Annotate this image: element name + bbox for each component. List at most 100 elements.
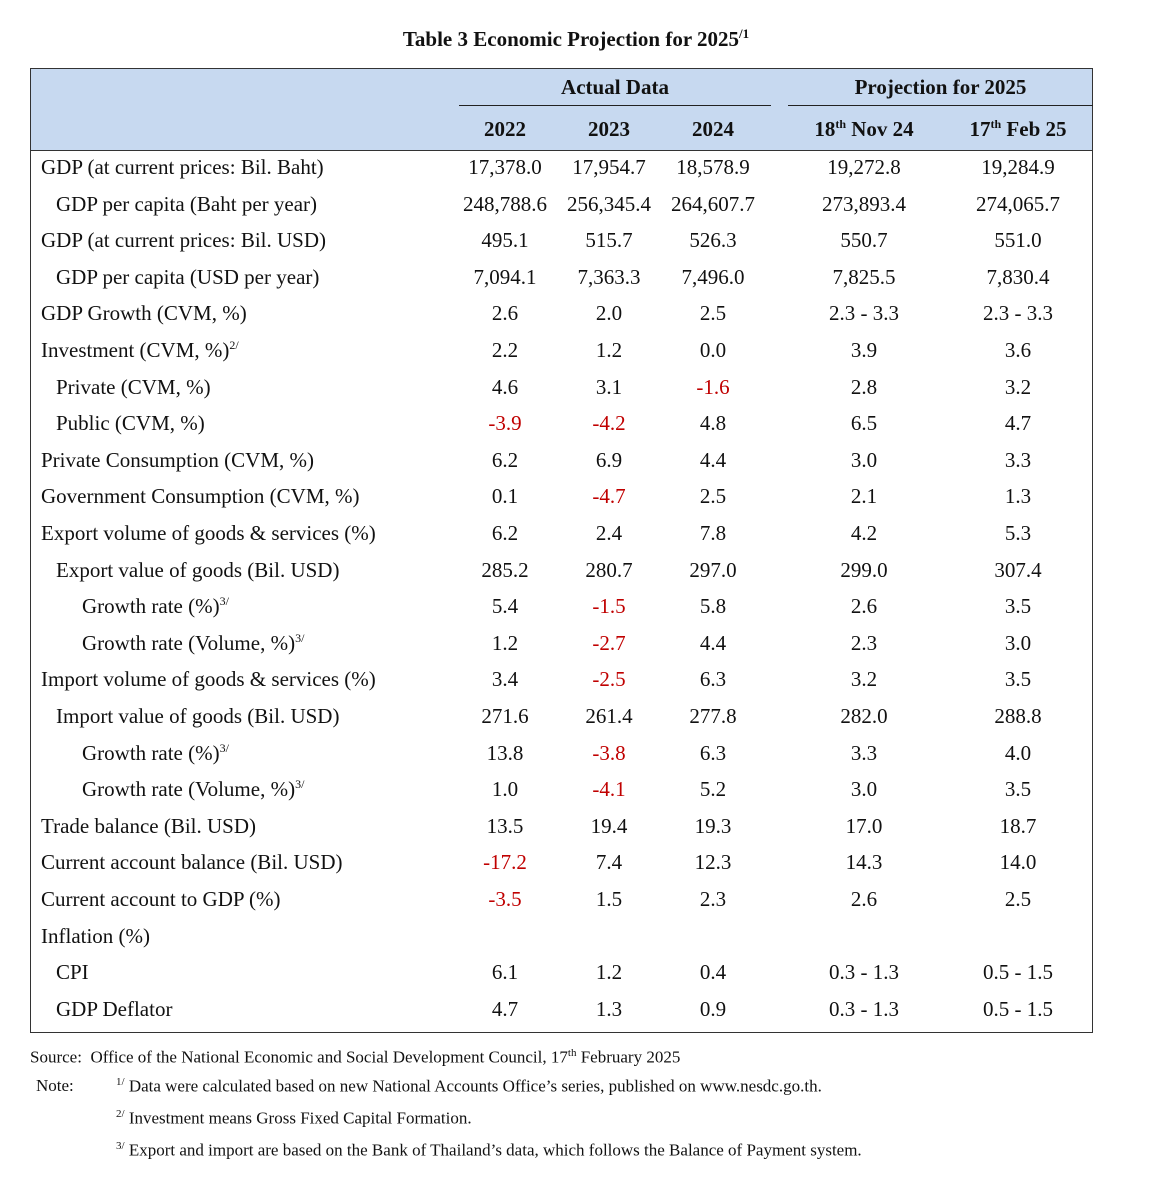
row-value: 1.0 <box>491 777 519 802</box>
row-value: 3.9 <box>850 338 878 362</box>
row-value: 3.5 <box>1004 594 1032 619</box>
row-value: 4.8 <box>699 411 727 436</box>
row-value: 7,094.1 <box>473 264 537 289</box>
row-value: 2.0 <box>595 301 623 326</box>
table-header: Actual Data Projection for 2025 2022 202… <box>31 69 1093 151</box>
table-row: GDP (at current prices: Bil. USD) 495.1 51… <box>31 224 1092 260</box>
row-value: 526.3 <box>689 228 737 253</box>
row-label: GDP (at current prices: Bil. Baht) <box>41 155 324 179</box>
row-value: -3.8 <box>592 740 626 765</box>
row-value: 7,496.0 <box>681 264 745 289</box>
row-value: -4.7 <box>592 484 626 509</box>
row-value: 277.8 <box>689 704 737 728</box>
row-value: 5.8 <box>699 594 727 619</box>
row-value: -3.5 <box>488 887 522 911</box>
note-3: 3/ Export and import are based on the Ba… <box>116 1140 862 1160</box>
row-label: Public (CVM, %) <box>56 411 205 436</box>
row-value: 3.5 <box>1004 667 1032 692</box>
table-row: CPI 6.1 1.2 0.4 0.3 - 1.3 0.5 - 1.5 <box>31 956 1092 992</box>
row-value: 6.5 <box>850 411 878 436</box>
row-value: 1.2 <box>491 630 519 655</box>
note-1: 1/ Data were calculated based on new Nat… <box>116 1076 822 1096</box>
row-value: 2.6 <box>491 301 519 326</box>
row-label: Trade balance (Bil. USD) <box>41 813 257 838</box>
note-label: Note: <box>36 1076 74 1095</box>
row-value: 5.4 <box>491 594 519 619</box>
row-value: -2.7 <box>592 630 626 655</box>
table-row: Growth rate (Volume, %)3/1.2 -2.7 4.4 2.3 3.… <box>31 627 1092 663</box>
row-value: 2.6 <box>850 887 878 911</box>
row-value: 2.5 <box>699 301 727 326</box>
row-value: 4.4 <box>699 447 727 472</box>
projection-header: Projection for 2025 <box>854 75 1027 99</box>
row-label: Export value of goods (Bil. USD) <box>56 557 340 582</box>
source-line: Source: Office of the National Economic … <box>30 1047 681 1067</box>
row-value: 3.1 <box>595 374 623 399</box>
row-value: 307.4 <box>994 557 1042 582</box>
table-row: GDP (at current prices: Bil. Baht) 17,378… <box>31 151 1092 187</box>
row-value: 280.7 <box>585 557 633 582</box>
row-label: GDP per capita (USD per year) <box>56 264 320 289</box>
row-value: 6.3 <box>699 667 727 692</box>
row-value: 6.1 <box>491 960 519 985</box>
row-label: Current account to GDP (%) <box>41 887 281 911</box>
row-value: 0.1 <box>491 484 519 509</box>
row-value: 7,825.5 <box>832 264 896 289</box>
row-label: Investment (CVM, %)2/ <box>41 338 239 362</box>
table-row: GDP Deflator 4.7 1.3 0.9 0.3 - 1.3 0.5 - 1.5 <box>31 993 1092 1029</box>
row-value: 18.7 <box>999 813 1037 838</box>
row-value: 2.5 <box>699 484 727 509</box>
proj-feb-header: 17th Feb 25 <box>969 117 1067 141</box>
year-2023-header: 2023 <box>588 117 630 141</box>
row-value: 273,893.4 <box>822 191 906 216</box>
row-value: 4.6 <box>491 374 519 399</box>
row-value: 19.3 <box>694 813 732 838</box>
row-value: 256,345.4 <box>567 191 651 216</box>
row-value: 299.0 <box>840 557 888 582</box>
row-value: 0.5 - 1.5 <box>983 960 1053 985</box>
row-value: 2.6 <box>850 594 878 619</box>
row-value: 2.3 - 3.3 <box>983 301 1053 326</box>
row-label: Government Consumption (CVM, %) <box>41 484 360 509</box>
table-row: GDP per capita (Baht per year) 248,788.6 2… <box>31 188 1092 224</box>
row-value: 12.3 <box>694 850 732 875</box>
row-value: 1.2 <box>595 960 623 985</box>
row-label: GDP Deflator <box>56 996 173 1021</box>
row-value: 19.4 <box>590 813 628 838</box>
row-value: 1.3 <box>595 996 623 1021</box>
row-value: 1.3 <box>1004 484 1032 509</box>
note-2: 2/ Investment means Gross Fixed Capital … <box>116 1108 472 1128</box>
row-value: 18,578.9 <box>676 155 750 179</box>
row-label: GDP per capita (Baht per year) <box>56 191 318 216</box>
row-value: 17,954.7 <box>572 155 646 179</box>
table-row: Growth rate (%)3/13.8 -3.8 6.3 3.3 4.0 <box>31 737 1092 773</box>
table-row: Import volume of goods & services (%) 3.4… <box>31 663 1092 699</box>
row-label: Private Consumption (CVM, %) <box>41 447 314 472</box>
row-value: 551.0 <box>994 228 1042 253</box>
row-value: 14.3 <box>845 850 883 875</box>
row-label: Growth rate (%)3/ <box>82 594 229 619</box>
row-value: 2.8 <box>850 374 878 399</box>
table-row: Private (CVM, %) 4.6 3.1 -1.6 2.8 3.2 <box>31 371 1092 407</box>
row-value: 14.0 <box>999 850 1037 875</box>
table-row: GDP Growth (CVM, %) 2.6 2.0 2.5 2.3 - 3.3 2.3… <box>31 297 1092 333</box>
row-value: 6.2 <box>491 447 519 472</box>
row-value: 13.8 <box>486 740 524 765</box>
year-2022-header: 2022 <box>484 117 526 141</box>
row-label: Import volume of goods & services (%) <box>41 667 376 692</box>
table-title: Table 3 Economic Projection for 2025/1 <box>402 26 750 51</box>
row-value: 7,830.4 <box>986 264 1050 289</box>
row-label: Export volume of goods & services (%) <box>41 521 376 545</box>
table-row: Private Consumption (CVM, %) 6.2 6.9 4.4 3.0… <box>31 444 1092 480</box>
row-value: 271.6 <box>481 704 529 728</box>
row-value: 282.0 <box>840 704 888 728</box>
row-value: 3.4 <box>491 667 519 692</box>
row-label: Inflation (%) <box>41 923 151 948</box>
row-label: Growth rate (%)3/ <box>82 740 229 765</box>
row-value: 3.0 <box>1004 630 1032 655</box>
row-label: CPI <box>56 960 89 985</box>
row-value: 0.9 <box>699 996 727 1021</box>
row-label: GDP (at current prices: Bil. USD) <box>41 228 326 253</box>
row-value: 4.4 <box>699 630 727 655</box>
table-row: Growth rate (Volume, %)3/1.0 -4.1 5.2 3.0 3.… <box>31 773 1092 809</box>
